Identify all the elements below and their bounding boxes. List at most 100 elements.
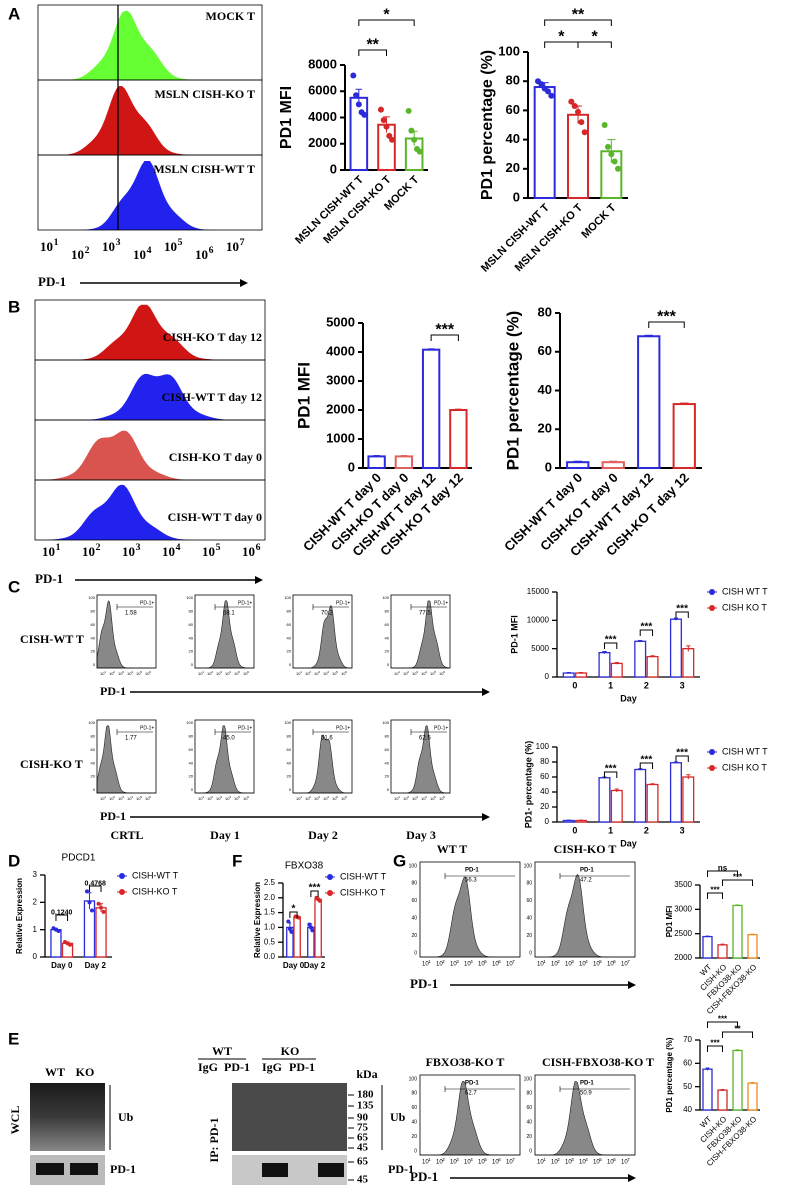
tick-base: 10 — [225, 796, 230, 801]
label: Day 2 — [308, 828, 338, 842]
plot-frame — [194, 594, 255, 669]
data-point — [353, 92, 360, 99]
bar — [634, 640, 647, 678]
tick-base: 10 — [71, 247, 84, 262]
label: 0 — [414, 950, 417, 956]
tick-base: 10 — [403, 671, 408, 676]
y-axis-label: PD1- percentage (%) — [523, 741, 533, 829]
label: 100 — [409, 1076, 418, 1082]
tick-base: 10 — [226, 239, 239, 254]
panel-letter: E — [8, 1029, 19, 1048]
tick-base: 10 — [450, 962, 457, 968]
y-tick-label: 1 — [33, 925, 38, 934]
bar — [575, 672, 588, 678]
tick-exp: 6 — [345, 670, 347, 674]
y-tick-label: 80 — [538, 304, 552, 319]
significance-bracket — [289, 911, 298, 918]
bar — [367, 455, 386, 469]
data-point — [68, 942, 73, 947]
x-tick-label: 1 — [608, 680, 613, 690]
tick-base: 10 — [422, 1160, 429, 1166]
chart-title: PDCD1 — [62, 853, 96, 864]
tick-base: 10 — [207, 671, 212, 676]
tick-base: 10 — [136, 796, 141, 801]
tick-exp: 3 — [318, 670, 320, 674]
y-tick-label: 15000 — [527, 587, 550, 596]
x-tick-label: 3 — [680, 825, 685, 835]
significance-label: *** — [605, 764, 617, 775]
tick-exp: 5 — [434, 670, 436, 674]
data-point — [408, 127, 415, 134]
tick-base: 10 — [593, 1160, 600, 1166]
label: CISH-KO T day 12 — [163, 330, 262, 344]
label: 40 — [411, 916, 417, 922]
label: PD-1 — [580, 1081, 594, 1087]
label: PD-1 — [410, 976, 438, 991]
data-point — [355, 101, 362, 108]
label: PD-1+ — [140, 725, 154, 731]
significance-bracket — [675, 755, 689, 762]
label: Ub — [390, 1110, 406, 1124]
label: 0 — [93, 662, 96, 667]
significance-label: 0.4768 — [85, 881, 107, 888]
label: 60 — [189, 747, 194, 752]
arrow-head — [255, 576, 263, 584]
panel-letter: D — [8, 851, 20, 870]
significance-bracket — [639, 629, 654, 636]
data-point — [308, 925, 313, 930]
data-point — [405, 107, 412, 114]
label: PD-1 — [289, 1060, 315, 1074]
label: 65 — [357, 1132, 369, 1144]
label: 100 — [186, 720, 193, 725]
bar — [314, 898, 322, 958]
significance-bracket — [430, 334, 459, 341]
label: PD-1 — [388, 1162, 414, 1176]
label: 70.2 — [321, 611, 333, 617]
label: 80 — [287, 608, 292, 613]
tick-base: 10 — [537, 962, 544, 968]
significance-bracket — [358, 49, 387, 56]
tick-exp: 4 — [131, 670, 133, 674]
tick-exp: 6 — [247, 795, 249, 799]
y-axis-label: PD1 MFI — [278, 86, 295, 149]
tick-exp: 5 — [216, 542, 221, 553]
label: 60 — [411, 1105, 417, 1111]
tick-exp: 2 — [85, 245, 90, 256]
y-axis-label: Relative Expression — [253, 882, 262, 958]
bar — [646, 655, 659, 678]
tick-exp: 5 — [238, 795, 240, 799]
y-tick-label: 0 — [33, 952, 38, 961]
tick-exp: 6 — [209, 245, 214, 256]
tick-exp: 1 — [202, 670, 204, 674]
tick-exp: 3 — [571, 959, 574, 964]
y-tick-label: 0.0 — [264, 952, 276, 961]
label: CISH-WT T day 0 — [168, 510, 262, 524]
bar — [349, 96, 369, 171]
plot-frame — [419, 1074, 521, 1156]
tick-base: 10 — [430, 796, 435, 801]
tick-exp: 4 — [131, 795, 133, 799]
tick-base: 10 — [436, 1160, 443, 1166]
x-tick-label: Day 2 — [85, 961, 107, 970]
arrow-head — [240, 279, 248, 287]
tick-exp: 6 — [149, 795, 151, 799]
data-point — [545, 88, 551, 95]
label: 100 — [409, 863, 418, 869]
label: 1.58 — [125, 611, 137, 617]
label: PD-1 — [580, 868, 594, 874]
plot-frame — [194, 719, 255, 794]
tick-exp: 5 — [484, 959, 487, 964]
tick-exp: 2 — [211, 670, 213, 674]
data-point — [99, 905, 104, 910]
significance-label: * — [558, 28, 565, 45]
tick-exp: 5 — [140, 670, 142, 674]
tick-exp: 1 — [428, 1157, 431, 1162]
data-point — [287, 926, 292, 931]
label: 20 — [411, 1134, 417, 1140]
tick-base: 10 — [243, 796, 248, 801]
tick-base: 10 — [82, 544, 95, 559]
y-tick-label: 0 — [513, 189, 520, 204]
bar — [717, 1089, 728, 1111]
tick-exp: 1 — [300, 795, 302, 799]
tick-exp: 2 — [96, 542, 101, 553]
